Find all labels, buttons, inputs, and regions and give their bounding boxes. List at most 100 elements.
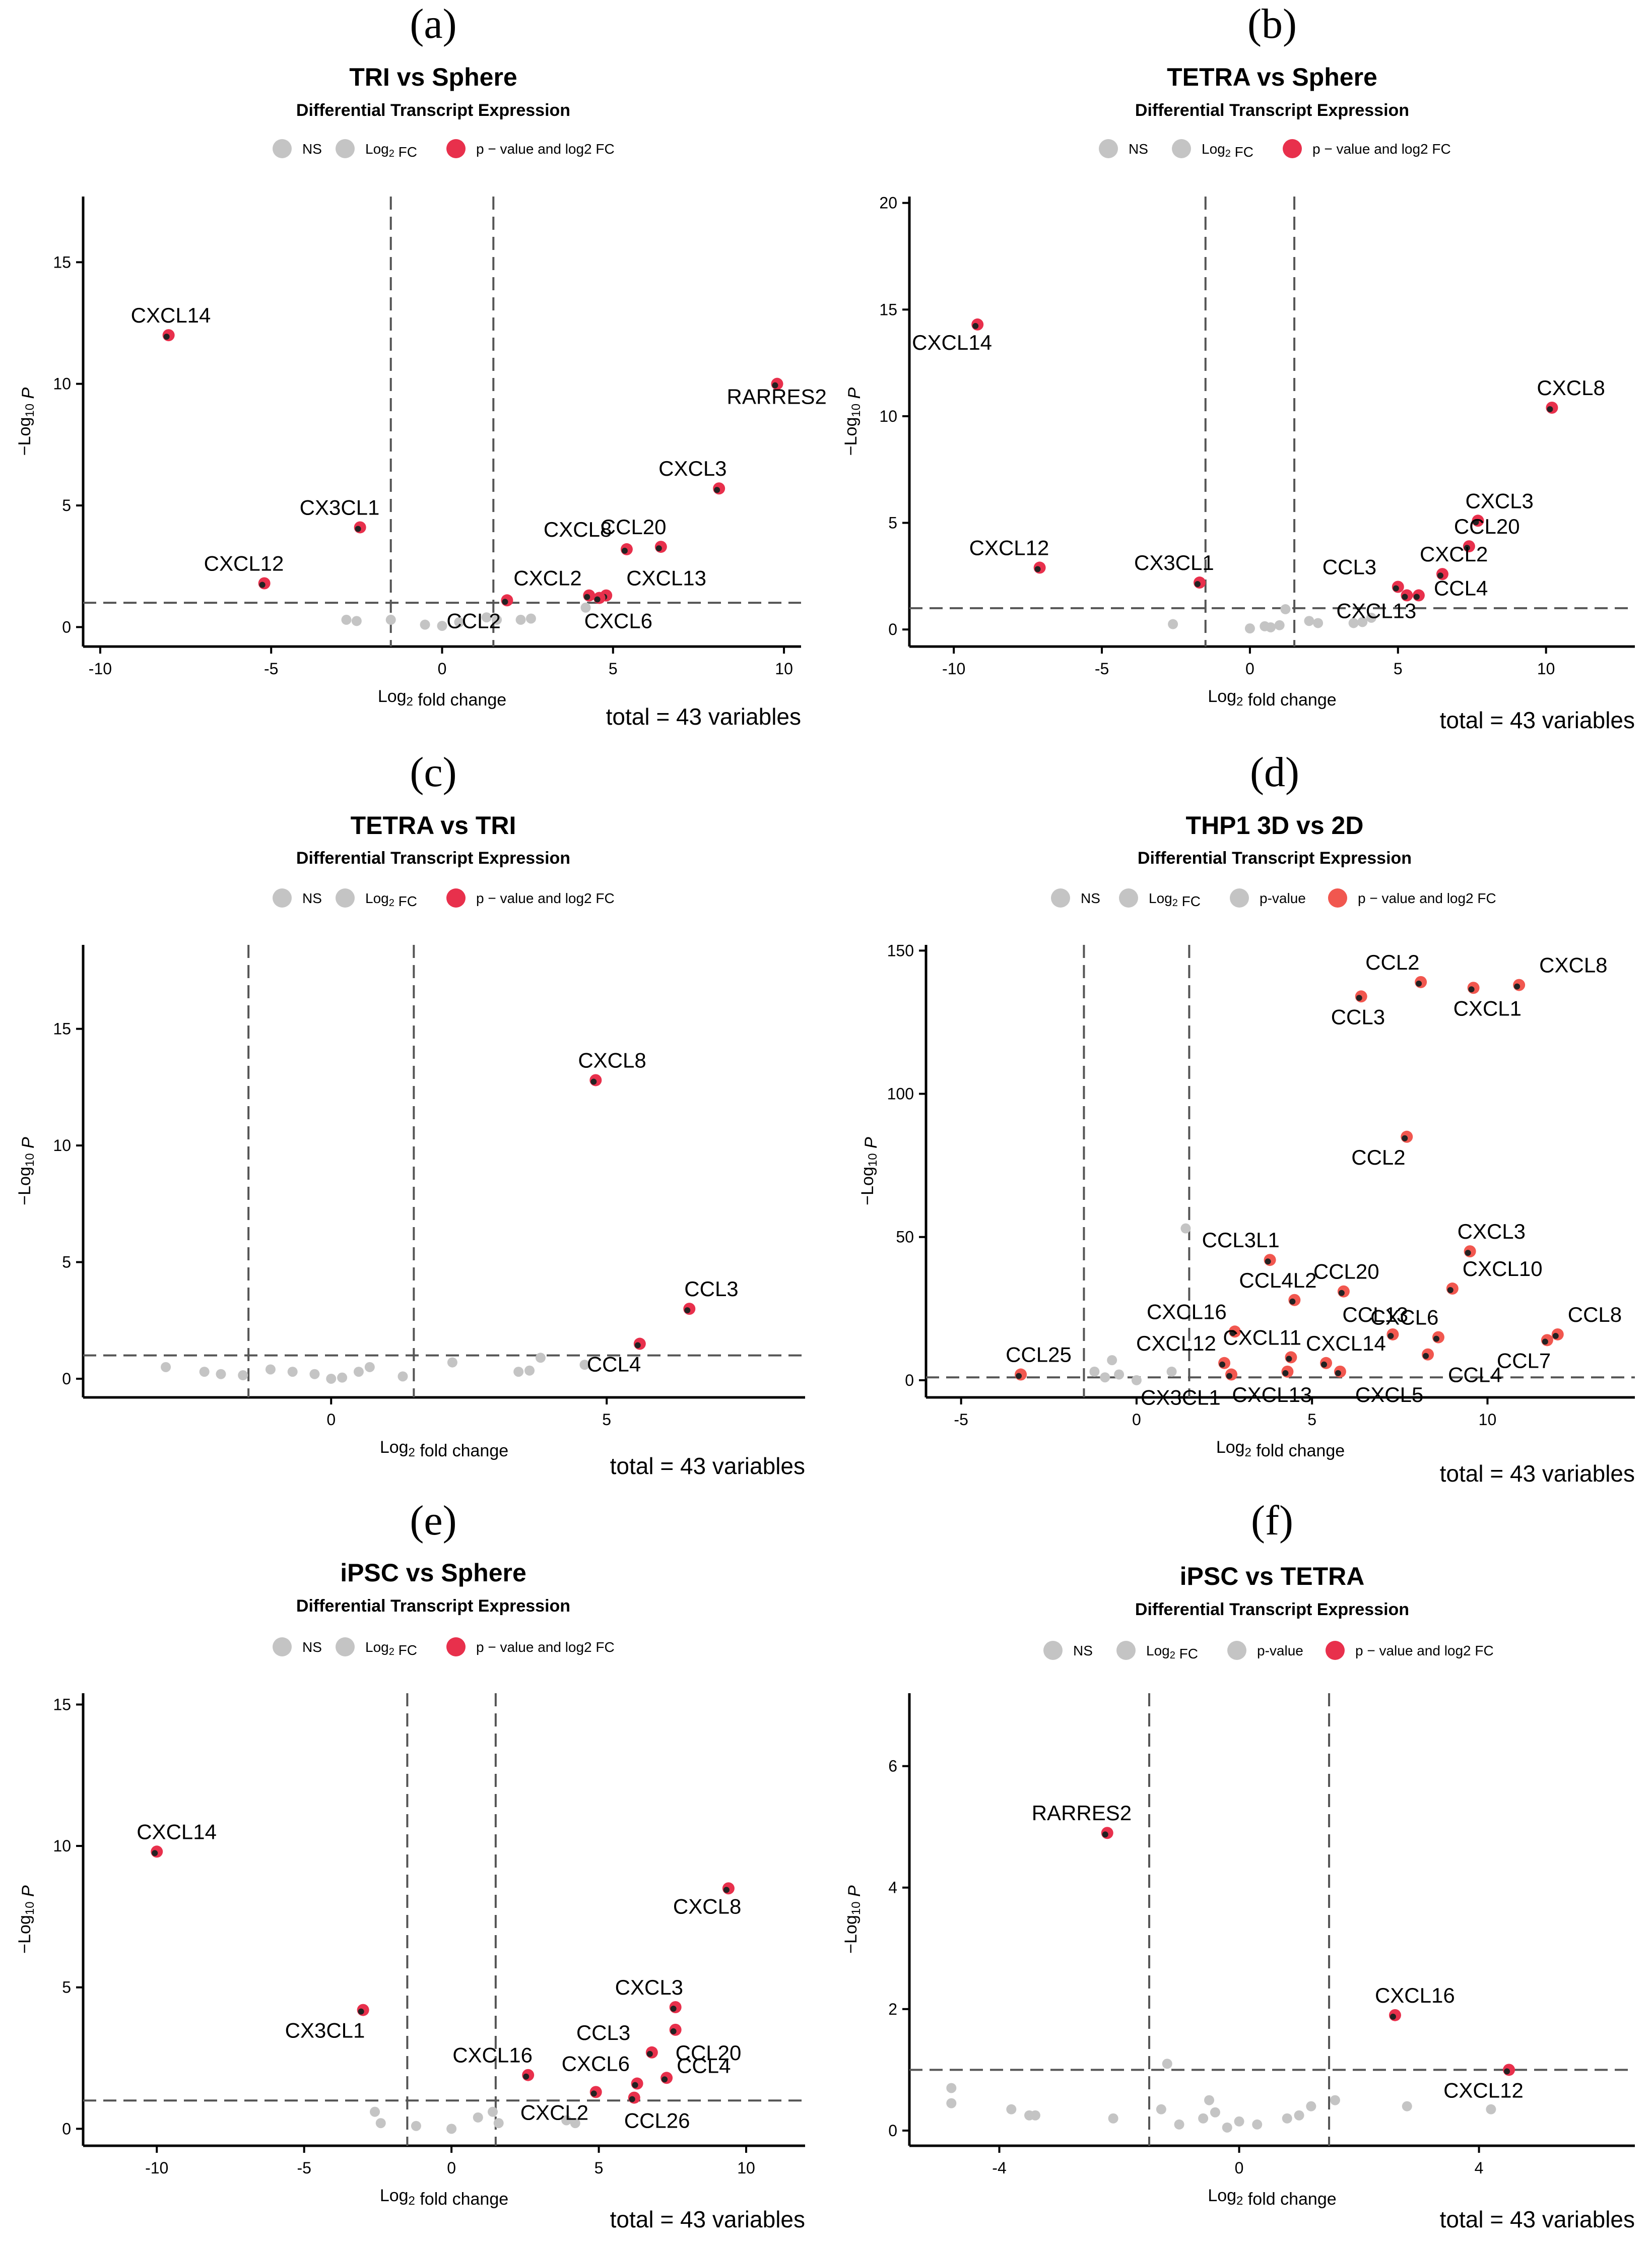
panel-letter: (a) — [410, 1, 456, 47]
ns-point — [1274, 620, 1285, 630]
point-core — [355, 526, 361, 532]
ns-point — [493, 2118, 504, 2129]
point-core — [1413, 594, 1420, 600]
label-cxcl13: CXCL13 — [1336, 599, 1416, 622]
ns-point — [946, 2083, 957, 2093]
point-core — [655, 545, 662, 552]
point-core — [1195, 581, 1201, 588]
ns-point — [1162, 2059, 1172, 2069]
panel-f: (f) iPSC vs TETRA Differential Transcript … — [841, 1497, 1635, 2232]
x-tick-label: -5 — [297, 2159, 311, 2177]
chart-title: TETRA vs Sphere — [1167, 63, 1377, 91]
point-core — [594, 596, 601, 603]
y-tick-label: 0 — [62, 1370, 71, 1388]
legend-marker — [1043, 1641, 1063, 1660]
label-ccl2: CCL2 — [1351, 1145, 1405, 1169]
chart-subtitle: Differential Transcript Expression — [296, 101, 570, 120]
legend-label: p − value and log2 FC — [1358, 890, 1496, 906]
legend-marker — [336, 1637, 355, 1656]
label-cxcl2: CXCL2 — [513, 566, 581, 590]
ns-point — [570, 2118, 580, 2129]
x-tick-label: 0 — [326, 1411, 336, 1429]
label-cxcl14: CXCL14 — [137, 1820, 217, 1843]
label-cxcl3: CXCL3 — [615, 1975, 683, 1999]
ns-point — [946, 2098, 957, 2108]
x-tick-label: 0 — [447, 2159, 456, 2177]
ns-point — [535, 1353, 546, 1363]
ns-point — [1486, 2104, 1496, 2115]
point-core — [1504, 2068, 1510, 2075]
label-rarres2: RARRES2 — [727, 385, 827, 409]
legend-label: NS — [302, 890, 322, 906]
significant-points: RARRES2 CXCL16 CXCL12 — [1032, 1801, 1524, 2102]
y-tick-label: 150 — [887, 941, 914, 959]
ns-point — [1252, 2119, 1263, 2130]
y-tick-label: 6 — [888, 1757, 897, 1775]
ns-point — [1313, 618, 1324, 628]
label-ccl20: CCL20 — [1313, 1260, 1379, 1284]
x-tick-label: 5 — [609, 660, 618, 678]
point-core — [723, 1887, 730, 1893]
cutoff-lines — [909, 197, 1635, 647]
label-cxcl11: CXCL11 — [1223, 1325, 1301, 1349]
ns-point — [326, 1373, 337, 1384]
label-cxcl12: CXCL12 — [1443, 2078, 1524, 2102]
ns-points — [1168, 604, 1376, 634]
ns-points — [341, 602, 591, 631]
label-cxcl1: CXCL1 — [1453, 996, 1522, 1020]
point-core — [590, 2090, 597, 2097]
point-core — [1321, 1361, 1328, 1368]
ns-point — [265, 1364, 276, 1375]
legend-marker — [446, 1637, 466, 1656]
legend-label: p-value — [1260, 890, 1306, 906]
label-ccl8: CCL8 — [1568, 1303, 1622, 1326]
label-cxcl8: CXCL8 — [1537, 376, 1605, 400]
point-core — [1437, 572, 1443, 579]
point-core — [1335, 1370, 1341, 1376]
y-tick-label: 100 — [887, 1085, 914, 1103]
x-tick-label: 10 — [737, 2159, 755, 2177]
point-core — [259, 582, 266, 588]
point-core — [1387, 1332, 1394, 1339]
significant-points: CCL2 CXCL8 CXCL1 CCL3 CCL2 CCL3L1 CXCL3 CCL20 CX… — [1006, 950, 1622, 1410]
ns-point — [1204, 2095, 1215, 2105]
legend-label: NS — [1081, 890, 1100, 906]
label-cxcl16: CXCL16 — [1375, 1983, 1455, 2007]
chart-subtitle: Differential Transcript Expression — [296, 1596, 570, 1616]
ns-point — [1107, 1355, 1117, 1366]
panel-a: (a) TRI vs Sphere Differential Transcript … — [15, 1, 827, 730]
total-variables: total = 43 variables — [610, 2206, 805, 2232]
ns-point — [420, 619, 430, 630]
label-ccl13: CCL13 — [1342, 1303, 1408, 1326]
point-core — [1402, 1135, 1408, 1141]
chart-title: iPSC vs TETRA — [1180, 1562, 1365, 1590]
label-cxcl13: CXCL13 — [1232, 1383, 1312, 1406]
legend-label: NS — [1073, 1643, 1093, 1658]
label-ccl3: CCL3 — [576, 2021, 630, 2044]
ns-point — [370, 2106, 380, 2117]
x-tick-label: 10 — [1479, 1411, 1497, 1429]
label-cx3cl1: CX3CL1 — [300, 495, 380, 519]
label-cxcl6: CXCL6 — [562, 2052, 630, 2076]
ns-point — [454, 617, 465, 627]
ns-point — [1006, 2104, 1017, 2115]
y-tick-label: 15 — [53, 1020, 71, 1038]
point-core — [1016, 1373, 1022, 1379]
panel-letter: (c) — [410, 749, 456, 796]
label-cxcl3: CXCL3 — [1458, 1220, 1526, 1243]
ns-point — [216, 1369, 226, 1379]
x-tick-label: 5 — [594, 2159, 604, 2177]
significant-points: CXCL14 RARRES2 CX3CL1 CXCL12 CXCL3 CCL20CXCL8… — [131, 303, 827, 632]
point-core — [714, 487, 720, 493]
ns-point — [341, 614, 352, 625]
ns-point — [561, 2115, 572, 2126]
point-core — [584, 594, 590, 600]
point-core — [1034, 566, 1041, 572]
legend: NS Log2 FC p-value p − value and log2 FC — [1043, 1641, 1494, 1661]
cutoff-lines — [83, 1693, 805, 2146]
legend: NS Log2 FC p − value and log2 FC — [273, 139, 615, 160]
ns-point — [1366, 612, 1376, 623]
point-core — [1286, 1356, 1292, 1362]
label-ccl4: CCL4 — [677, 2054, 731, 2077]
